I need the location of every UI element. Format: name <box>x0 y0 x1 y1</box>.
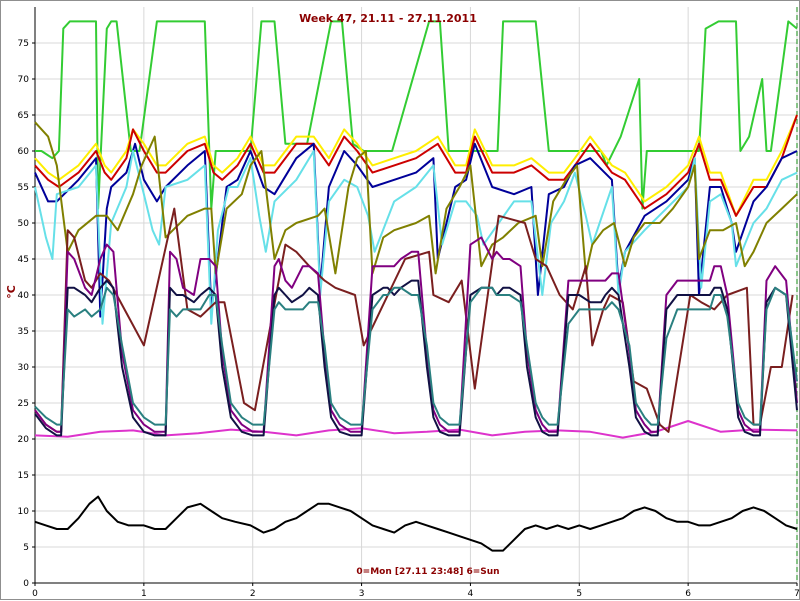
x-tick-label: 6 <box>685 589 691 599</box>
y-tick-label: 70 <box>18 75 30 85</box>
x-tick-label: 7 <box>794 589 800 599</box>
y-tick-label: 45 <box>18 255 29 265</box>
x-tick-label: 5 <box>576 589 582 599</box>
series-line-6 <box>34 121 798 275</box>
x-tick-label: 2 <box>250 589 256 599</box>
chart-caption: 0=Mon [27.11 23:48] 6=Sun <box>356 567 499 577</box>
y-tick-label: 75 <box>18 39 29 49</box>
series-lines <box>34 20 798 552</box>
y-tick-label: 30 <box>18 363 30 373</box>
y-tick-label: 40 <box>18 291 30 301</box>
x-tick-label: 3 <box>359 589 365 599</box>
series-line-5 <box>34 150 798 325</box>
series-line-11 <box>34 279 798 437</box>
y-tick-label: 65 <box>18 111 29 121</box>
x-tick-label: 4 <box>468 589 474 599</box>
series-line-8 <box>34 495 798 552</box>
y-tick-label: 5 <box>23 543 29 553</box>
series-line-4 <box>34 142 798 318</box>
series-line-3 <box>34 114 798 217</box>
series-line-9 <box>34 207 794 433</box>
y-tick-label: 0 <box>23 579 29 589</box>
y-tick-label: 20 <box>18 435 30 445</box>
y-tick-label: 50 <box>18 219 30 229</box>
y-tick-label: 15 <box>18 471 29 481</box>
x-tick-label: 0 <box>32 589 38 599</box>
series-line-12 <box>34 286 798 426</box>
y-tick-label: 60 <box>18 147 30 157</box>
x-tick-label: 1 <box>141 589 147 599</box>
y-tick-label: 10 <box>18 507 30 517</box>
y-tick-label: 35 <box>18 327 29 337</box>
series-line-2 <box>34 114 798 217</box>
y-tick-label: 55 <box>18 183 29 193</box>
y-axis-label: °C <box>5 285 18 299</box>
chart-title: Week 47, 21.11 - 27.11.2011 <box>299 12 477 25</box>
y-tick-label: 25 <box>18 399 29 409</box>
